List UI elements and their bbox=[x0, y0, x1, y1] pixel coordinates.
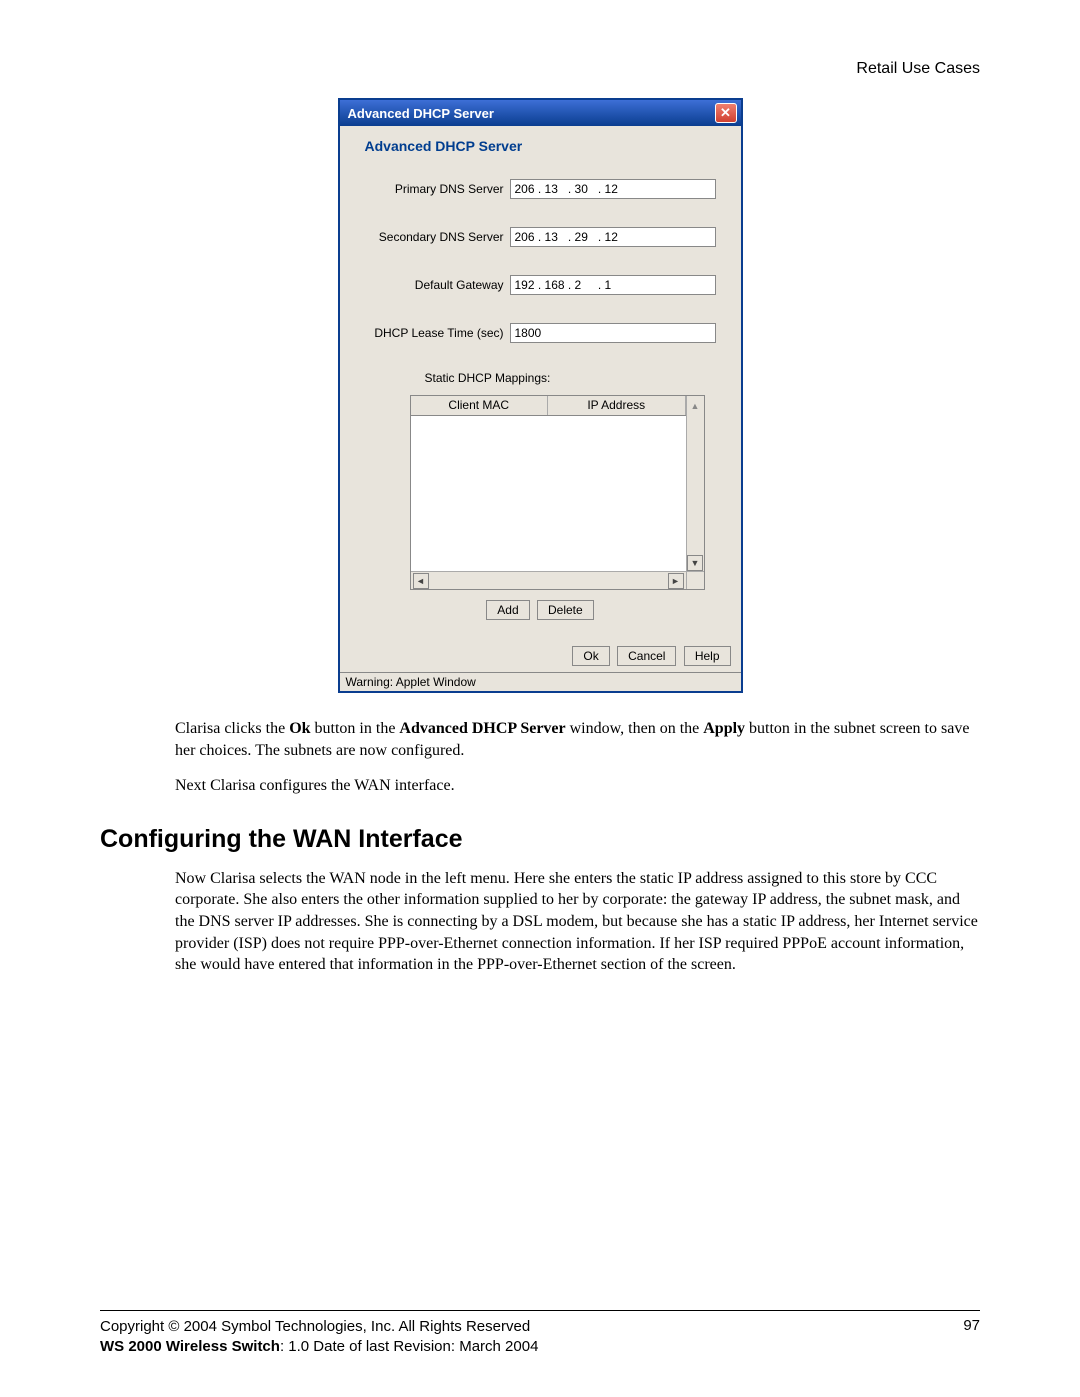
ok-button[interactable]: Ok bbox=[572, 646, 609, 666]
delete-button[interactable]: Delete bbox=[537, 600, 594, 620]
vertical-scrollbar[interactable]: ▼ bbox=[686, 416, 704, 571]
input-default-gateway[interactable] bbox=[510, 275, 716, 295]
static-mappings-label: Static DHCP Mappings: bbox=[425, 371, 716, 385]
row-default-gateway: Default Gateway bbox=[365, 275, 716, 295]
row-primary-dns: Primary DNS Server bbox=[365, 179, 716, 199]
horizontal-scrollbar[interactable]: ◄ ► bbox=[411, 571, 686, 589]
paragraph-3: Now Clarisa selects the WAN node in the … bbox=[175, 868, 980, 976]
page-number: 97 bbox=[963, 1317, 980, 1358]
scroll-up-icon[interactable]: ▲ bbox=[686, 396, 704, 416]
dialog-container: Advanced DHCP Server ✕ Advanced DHCP Ser… bbox=[100, 98, 980, 693]
label-default-gateway: Default Gateway bbox=[365, 278, 510, 292]
cancel-button[interactable]: Cancel bbox=[617, 646, 676, 666]
input-lease-time[interactable] bbox=[510, 323, 716, 343]
paragraph-1: Clarisa clicks the Ok button in the Adva… bbox=[175, 718, 980, 761]
scroll-left-icon[interactable]: ◄ bbox=[413, 573, 429, 589]
help-button[interactable]: Help bbox=[684, 646, 731, 666]
footer-product: WS 2000 Wireless Switch: 1.0 Date of las… bbox=[100, 1337, 538, 1357]
dialog-section-title: Advanced DHCP Server bbox=[365, 138, 716, 154]
static-mappings-table: Client MAC IP Address ▲ ▼ bbox=[410, 395, 705, 590]
titlebar: Advanced DHCP Server ✕ bbox=[340, 100, 741, 126]
input-primary-dns[interactable] bbox=[510, 179, 716, 199]
footer-copyright: Copyright © 2004 Symbol Technologies, In… bbox=[100, 1317, 538, 1337]
scroll-right-icon[interactable]: ► bbox=[668, 573, 684, 589]
label-lease-time: DHCP Lease Time (sec) bbox=[365, 326, 510, 340]
window-title: Advanced DHCP Server bbox=[348, 106, 494, 121]
row-lease-time: DHCP Lease Time (sec) bbox=[365, 323, 716, 343]
add-delete-row: Add Delete bbox=[365, 600, 716, 620]
page-footer: Copyright © 2004 Symbol Technologies, In… bbox=[100, 1310, 980, 1358]
col-ip-address[interactable]: IP Address bbox=[548, 396, 686, 415]
scroll-down-icon[interactable]: ▼ bbox=[687, 555, 703, 571]
dialog-body: Advanced DHCP Server Primary DNS Server … bbox=[340, 126, 741, 640]
input-secondary-dns[interactable] bbox=[510, 227, 716, 247]
table-body[interactable] bbox=[411, 416, 686, 571]
add-button[interactable]: Add bbox=[486, 600, 529, 620]
label-primary-dns: Primary DNS Server bbox=[365, 182, 510, 196]
scroll-corner bbox=[686, 571, 704, 589]
close-button[interactable]: ✕ bbox=[715, 103, 737, 123]
statusbar: Warning: Applet Window bbox=[340, 672, 741, 691]
page-header: Retail Use Cases bbox=[100, 60, 980, 78]
table-header: Client MAC IP Address ▲ bbox=[411, 396, 704, 416]
close-icon: ✕ bbox=[720, 105, 731, 121]
advanced-dhcp-dialog: Advanced DHCP Server ✕ Advanced DHCP Ser… bbox=[338, 98, 743, 693]
paragraph-2: Next Clarisa configures the WAN interfac… bbox=[175, 775, 980, 797]
col-client-mac[interactable]: Client MAC bbox=[411, 396, 549, 415]
dialog-bottom-buttons: Ok Cancel Help bbox=[340, 640, 741, 672]
section-heading: Configuring the WAN Interface bbox=[100, 825, 980, 854]
label-secondary-dns: Secondary DNS Server bbox=[365, 230, 510, 244]
row-secondary-dns: Secondary DNS Server bbox=[365, 227, 716, 247]
